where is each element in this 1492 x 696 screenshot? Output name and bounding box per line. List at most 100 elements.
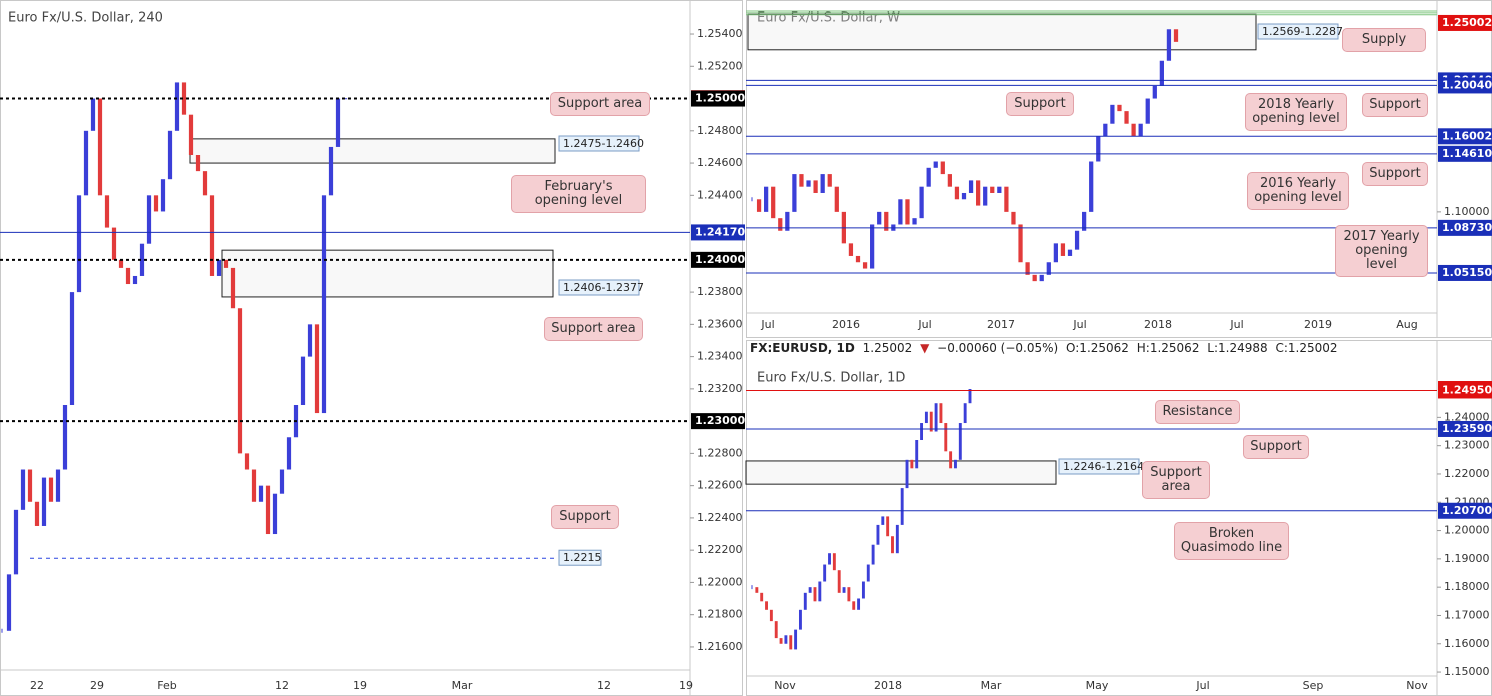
candle (118, 259, 124, 268)
candle (20, 469, 26, 510)
x-tick-label: Jul (1229, 318, 1243, 331)
candle (97, 98, 103, 196)
price-tag (691, 413, 745, 430)
candle (834, 186, 839, 212)
candle (990, 186, 995, 193)
quote-open: O:1.25062 (1066, 341, 1129, 355)
candle (167, 130, 173, 180)
x-tick-label: 19 (353, 679, 367, 692)
x-tick-label: 2017 (987, 318, 1015, 331)
callout: Broken Quasimodo line (1174, 522, 1289, 560)
y-tick-label: 1.20000 (1444, 524, 1490, 537)
candle (216, 259, 222, 276)
candle (774, 621, 778, 639)
y-tick-label: 1.22800 (697, 446, 743, 459)
x-tick-label: 19 (679, 679, 693, 692)
candle (1011, 211, 1016, 225)
candle (279, 469, 285, 494)
y-tick-label: 1.16000 (1444, 637, 1490, 650)
candle (1025, 262, 1030, 275)
zone-label-box (1257, 23, 1339, 40)
y-tick-label: 1.24400 (697, 188, 743, 201)
y-tick-label: 1.18000 (1444, 580, 1490, 593)
candle (823, 564, 827, 582)
price-tag (1438, 77, 1492, 94)
x-tick-label: 2019 (1304, 318, 1332, 331)
zone (221, 249, 554, 298)
price-tag (1438, 502, 1492, 519)
price-tag-label: 1.14610 (1442, 147, 1492, 160)
x-tick-label: 12 (275, 679, 289, 692)
quote-last: 1.25002 (862, 341, 913, 355)
candle (784, 635, 788, 644)
candle (1145, 98, 1150, 124)
candle (818, 581, 822, 602)
level-label-box (558, 549, 602, 566)
candle (48, 477, 54, 502)
candle (202, 171, 208, 196)
candle (898, 199, 903, 225)
price-tag-label: 1.23590 (1442, 422, 1492, 435)
price-tag-label: 1.20700 (1442, 504, 1492, 517)
candle (258, 485, 264, 502)
callout: Support (1243, 435, 1309, 459)
candle (891, 536, 894, 554)
y-tick-label: 1.23800 (697, 285, 743, 298)
candle (827, 174, 832, 187)
candle (789, 635, 793, 650)
candle (968, 389, 972, 404)
candle (265, 485, 271, 535)
candle (976, 180, 981, 206)
quote-close: C:1.25002 (1275, 341, 1338, 355)
candle (139, 243, 145, 276)
candle (1159, 60, 1164, 86)
panel-frame (746, 340, 1492, 696)
price-tag-label: 1.25002 (1442, 16, 1492, 29)
candle (1096, 136, 1101, 162)
candle (62, 405, 68, 470)
price-tag (691, 90, 745, 107)
candle (837, 570, 841, 593)
callout: Resistance (1155, 400, 1240, 424)
level-label: 1.2215 (563, 551, 602, 564)
price-tag-label: 1.23000 (695, 414, 745, 427)
y-tick-label: 1.24000 (1444, 410, 1490, 423)
zone-label-box (558, 135, 640, 152)
candle (963, 403, 967, 424)
candle (813, 587, 817, 602)
candle (769, 609, 773, 622)
candle (1004, 186, 1009, 212)
candle (230, 267, 236, 309)
candle (1131, 123, 1136, 137)
x-tick-label: 12 (597, 679, 611, 692)
y-tick-label: 1.23600 (697, 317, 743, 330)
candle (1089, 161, 1094, 212)
candle (910, 459, 914, 469)
y-tick-label: 1.22000 (1444, 467, 1490, 480)
candle (1117, 104, 1122, 112)
candle (132, 275, 138, 285)
chart-title: Euro Fx/U.S. Dollar, 1D (757, 371, 905, 386)
candle (1173, 29, 1179, 42)
candle (90, 98, 96, 131)
candle (832, 553, 836, 571)
candle (1032, 274, 1037, 282)
x-tick-label: Aug (1396, 318, 1417, 331)
y-tick-label: 1.19000 (1444, 552, 1490, 565)
callout: 2018 Yearly opening level (1245, 93, 1347, 131)
x-tick-label: May (1086, 679, 1109, 692)
candle (847, 587, 851, 602)
candle (947, 174, 952, 187)
candle (983, 186, 988, 206)
quote-high: H:1.25062 (1136, 341, 1200, 355)
candle (153, 195, 159, 212)
candle (1067, 249, 1073, 256)
candle (926, 167, 931, 187)
y-tick-label: 1.22000 (697, 575, 743, 588)
callout: February's opening level (511, 175, 646, 213)
y-tick-label: 1.23400 (697, 350, 743, 363)
candle (855, 255, 861, 263)
candle (755, 587, 759, 593)
x-tick-label: Nov (1406, 679, 1428, 692)
